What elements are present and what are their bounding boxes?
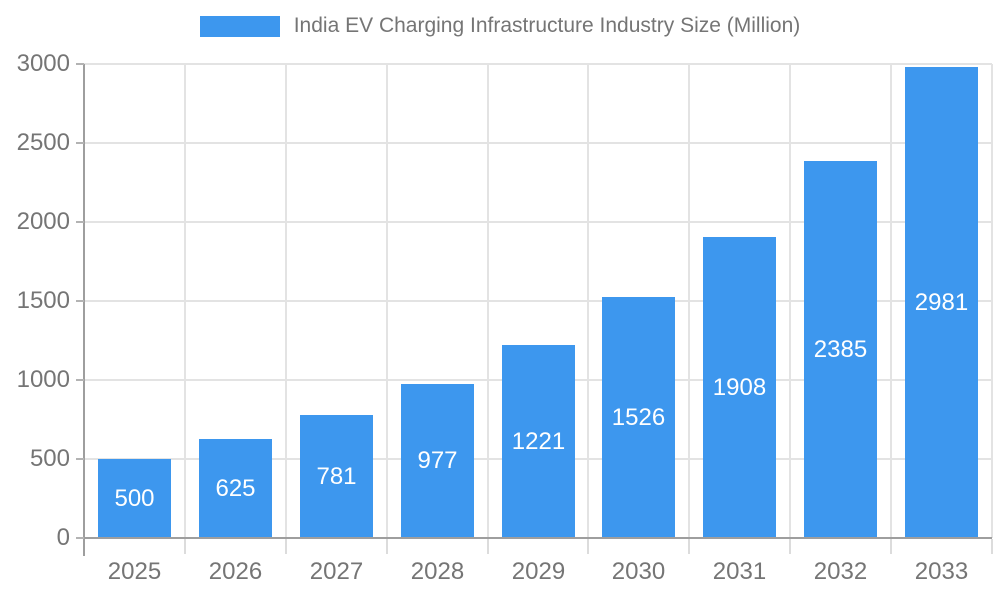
y-axis-tick <box>76 379 84 381</box>
x-axis-tick-label: 2031 <box>712 558 767 585</box>
legend-label: India EV Charging Infrastructure Industr… <box>293 14 801 37</box>
bar-value-label: 625 <box>215 474 256 502</box>
x-axis-tick <box>991 539 993 554</box>
y-axis-tick-label: 3000 <box>16 50 70 77</box>
x-gridline <box>486 64 489 538</box>
x-axis-tick-label: 2033 <box>914 558 969 585</box>
y-axis-tick-label: 2000 <box>16 208 70 235</box>
x-gridline <box>991 64 993 538</box>
x-axis-tick <box>789 539 792 554</box>
bar-2031[interactable]: 1908 <box>703 237 776 538</box>
x-gridline <box>789 64 792 538</box>
y-axis-tick <box>76 63 84 65</box>
x-axis-tick <box>890 539 893 554</box>
x-gridline <box>587 64 590 538</box>
bar-2033[interactable]: 2981 <box>905 67 978 538</box>
x-gridline <box>688 64 691 538</box>
x-gridline <box>284 64 287 538</box>
x-axis-tick <box>284 539 287 554</box>
y-axis-tick <box>76 221 84 223</box>
bar-value-label: 2981 <box>914 288 969 316</box>
x-axis-tick-label: 2027 <box>309 558 364 585</box>
bar-value-label: 1908 <box>712 373 767 401</box>
x-axis-tick-label: 2030 <box>611 558 666 585</box>
x-axis-tick <box>688 539 691 554</box>
y-gridline <box>84 63 992 65</box>
bar-2026[interactable]: 625 <box>199 439 272 538</box>
y-axis-tick-label: 0 <box>56 524 70 551</box>
y-axis-tick <box>76 142 84 144</box>
legend-swatch-icon <box>199 15 280 37</box>
x-gridline <box>890 64 893 538</box>
x-axis-line <box>84 537 992 539</box>
bar-2025[interactable]: 500 <box>98 459 171 538</box>
y-axis-tick-label: 2500 <box>16 129 70 156</box>
x-axis-tick-label: 2029 <box>511 558 566 585</box>
x-axis-tick <box>183 539 186 554</box>
y-axis-tick-label: 1500 <box>16 287 70 314</box>
bar-value-label: 977 <box>417 447 458 474</box>
y-axis-tick <box>76 300 84 302</box>
bar-2028[interactable]: 977 <box>401 384 474 538</box>
y-axis-tick <box>76 458 84 460</box>
bar-2030[interactable]: 1526 <box>602 297 675 538</box>
bar-value-label: 2385 <box>813 335 868 363</box>
y-gridline <box>84 300 992 302</box>
y-axis-line <box>83 64 85 556</box>
plot-area: 500 625 781 977 1221 1526 1908 2385 2981 <box>84 63 993 538</box>
y-axis-tick-label: 1000 <box>16 366 70 393</box>
bar-value-label: 1526 <box>611 403 666 431</box>
x-axis-tick <box>486 539 489 554</box>
x-axis-tick-label: 2025 <box>107 558 162 585</box>
bar-2027[interactable]: 781 <box>300 415 373 538</box>
bar-value-label: 500 <box>114 484 155 512</box>
x-axis-tick <box>385 539 388 554</box>
bar-value-label: 1221 <box>511 427 566 455</box>
legend[interactable]: India EV Charging Infrastructure Industr… <box>0 14 1000 38</box>
bar-2032[interactable]: 2385 <box>804 161 877 538</box>
y-gridline <box>84 221 992 223</box>
x-axis-tick-label: 2028 <box>410 558 465 585</box>
x-axis-tick-label: 2032 <box>813 558 868 585</box>
x-axis-tick-label: 2026 <box>208 558 263 585</box>
y-axis-tick-label: 500 <box>29 445 70 472</box>
bar-2029[interactable]: 1221 <box>502 345 575 538</box>
x-gridline <box>183 64 186 538</box>
x-axis-tick <box>587 539 590 554</box>
x-gridline <box>385 64 388 538</box>
y-gridline <box>84 142 992 144</box>
y-axis-tick <box>76 537 84 539</box>
bar-value-label: 781 <box>316 462 357 490</box>
